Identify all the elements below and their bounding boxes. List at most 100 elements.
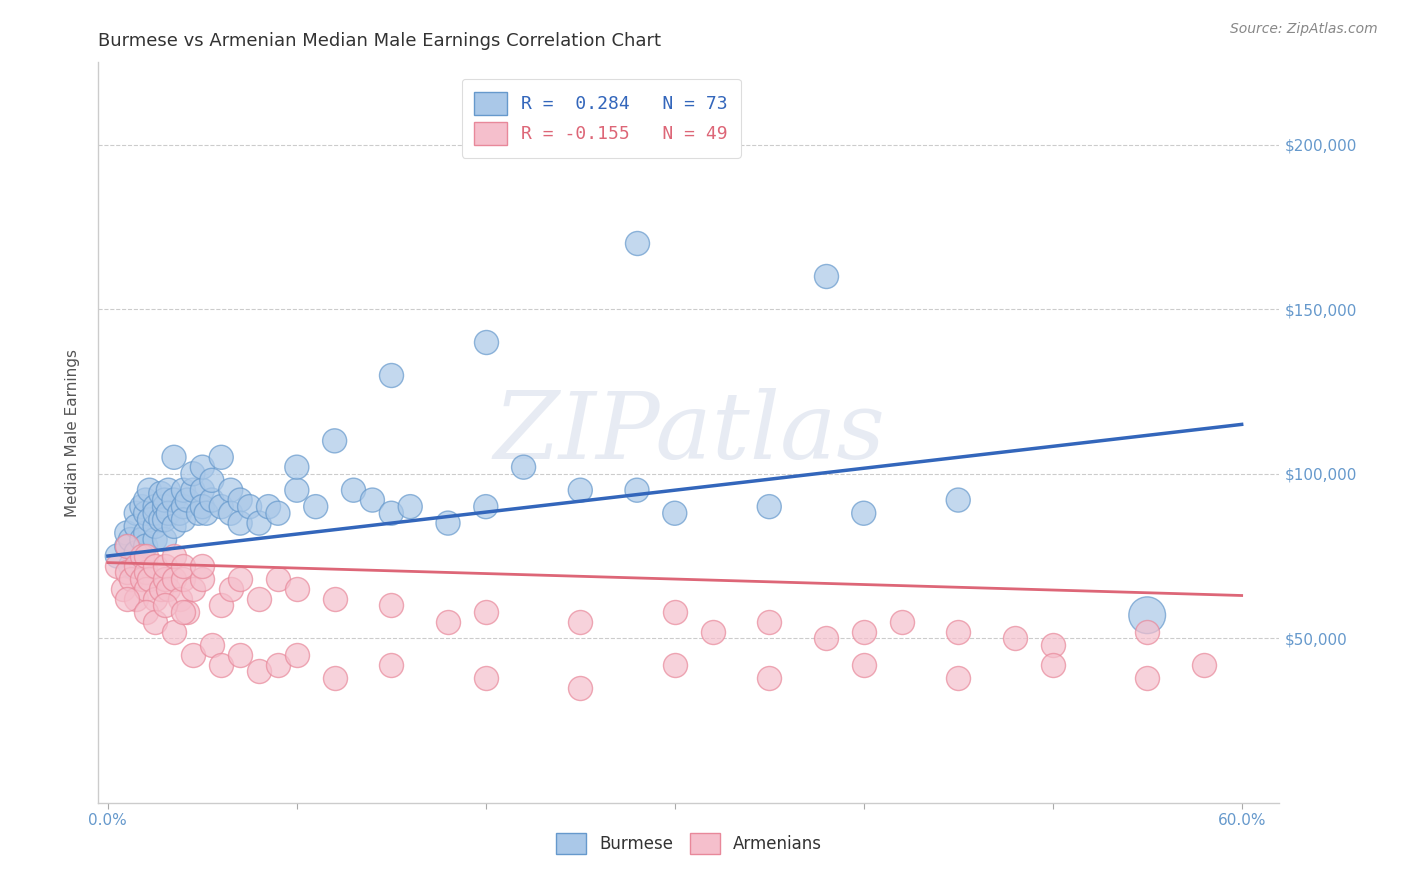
Point xyxy=(569,681,592,695)
Point xyxy=(664,657,686,672)
Point xyxy=(267,506,290,520)
Point xyxy=(135,582,157,596)
Point xyxy=(125,591,148,606)
Point xyxy=(758,615,780,629)
Point xyxy=(135,605,157,619)
Point xyxy=(105,558,128,573)
Point xyxy=(512,460,534,475)
Point xyxy=(380,506,402,520)
Point xyxy=(247,591,270,606)
Point xyxy=(191,483,214,498)
Point xyxy=(138,572,160,586)
Point xyxy=(187,506,209,520)
Point xyxy=(948,671,970,685)
Point xyxy=(267,572,290,586)
Point xyxy=(890,615,912,629)
Point xyxy=(143,500,166,514)
Text: Source: ZipAtlas.com: Source: ZipAtlas.com xyxy=(1230,22,1378,37)
Point xyxy=(181,648,204,662)
Point xyxy=(172,572,194,586)
Point xyxy=(153,493,176,508)
Point xyxy=(285,648,308,662)
Point xyxy=(163,450,186,465)
Point xyxy=(115,526,138,541)
Point xyxy=(149,513,172,527)
Point xyxy=(267,657,290,672)
Point xyxy=(143,533,166,547)
Point xyxy=(105,549,128,563)
Point xyxy=(125,546,148,560)
Point xyxy=(149,486,172,500)
Point xyxy=(247,516,270,530)
Point xyxy=(157,582,180,596)
Point xyxy=(229,648,252,662)
Point xyxy=(163,572,186,586)
Point xyxy=(138,483,160,498)
Point xyxy=(115,591,138,606)
Point xyxy=(163,549,186,563)
Point xyxy=(143,558,166,573)
Point xyxy=(176,493,198,508)
Point xyxy=(475,671,498,685)
Point xyxy=(475,500,498,514)
Point xyxy=(285,483,308,498)
Text: Burmese vs Armenian Median Male Earnings Correlation Chart: Burmese vs Armenian Median Male Earnings… xyxy=(98,32,661,50)
Text: ZIPatlas: ZIPatlas xyxy=(494,388,884,477)
Point xyxy=(948,624,970,639)
Point xyxy=(153,533,176,547)
Point xyxy=(131,572,153,586)
Point xyxy=(163,624,186,639)
Point xyxy=(475,335,498,350)
Point xyxy=(852,624,875,639)
Point xyxy=(323,591,346,606)
Point xyxy=(758,500,780,514)
Point xyxy=(475,605,498,619)
Point xyxy=(758,671,780,685)
Point xyxy=(149,582,172,596)
Point xyxy=(163,519,186,533)
Point xyxy=(172,483,194,498)
Point xyxy=(342,483,364,498)
Y-axis label: Median Male Earnings: Median Male Earnings xyxy=(65,349,80,516)
Point xyxy=(285,460,308,475)
Point xyxy=(229,493,252,508)
Point xyxy=(569,483,592,498)
Point xyxy=(153,558,176,573)
Point xyxy=(239,500,262,514)
Point xyxy=(380,368,402,382)
Point xyxy=(948,493,970,508)
Point xyxy=(131,500,153,514)
Point xyxy=(191,500,214,514)
Point xyxy=(153,500,176,514)
Point xyxy=(111,582,134,596)
Point xyxy=(257,500,280,514)
Point xyxy=(176,605,198,619)
Legend: Burmese, Armenians: Burmese, Armenians xyxy=(550,826,828,861)
Point xyxy=(569,615,592,629)
Point xyxy=(172,513,194,527)
Point xyxy=(135,526,157,541)
Point xyxy=(219,483,242,498)
Point xyxy=(219,506,242,520)
Point xyxy=(181,483,204,498)
Point xyxy=(437,615,460,629)
Point xyxy=(172,500,194,514)
Point xyxy=(153,599,176,613)
Point xyxy=(120,558,142,573)
Point xyxy=(157,483,180,498)
Point xyxy=(664,605,686,619)
Point xyxy=(1042,638,1064,652)
Point xyxy=(131,549,153,563)
Point xyxy=(125,558,148,573)
Point xyxy=(380,599,402,613)
Point xyxy=(285,582,308,596)
Point xyxy=(1136,608,1159,623)
Point xyxy=(172,605,194,619)
Point xyxy=(664,506,686,520)
Point xyxy=(143,506,166,520)
Point xyxy=(143,591,166,606)
Point xyxy=(229,572,252,586)
Point xyxy=(169,591,191,606)
Point xyxy=(191,558,214,573)
Point xyxy=(229,516,252,530)
